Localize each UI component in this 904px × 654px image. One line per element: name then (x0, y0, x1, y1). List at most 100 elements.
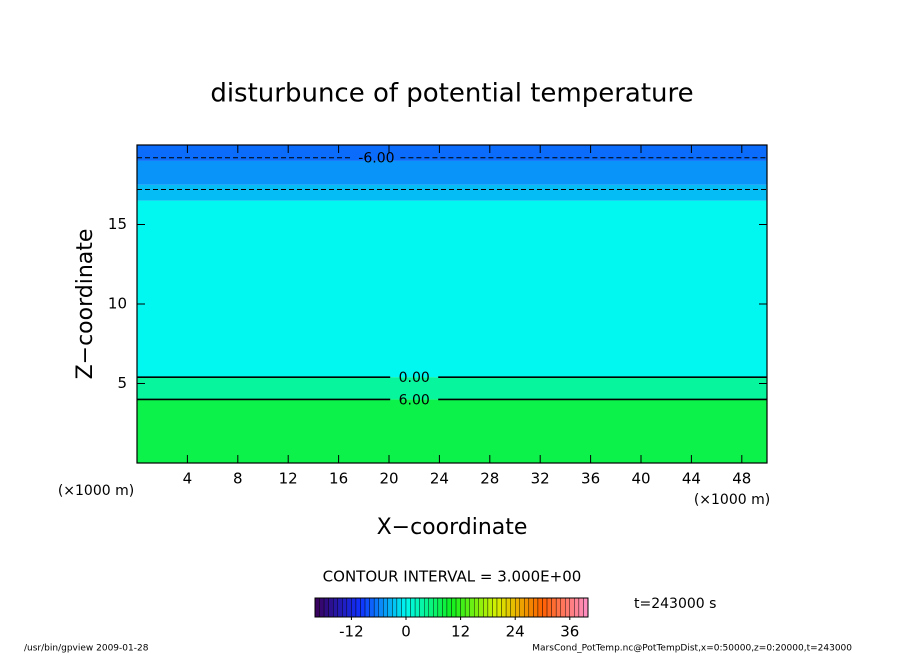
x-tick-label: 44 (682, 470, 701, 488)
colorbar-cell (442, 597, 448, 618)
x-tick-label: 4 (183, 470, 193, 488)
x-axis-label: X−coordinate (377, 515, 528, 540)
colorbar-cell (396, 597, 402, 618)
contour-label: 0.00 (399, 370, 430, 386)
colorbar-cell (342, 597, 348, 618)
colorbar-cell (387, 597, 393, 618)
colorbar-cell (537, 597, 543, 618)
colorbar-cell (419, 597, 425, 618)
colorbar-cell (428, 597, 434, 618)
colorbar-cell (578, 597, 584, 618)
colorbar-tick-label: -12 (339, 623, 364, 641)
colorbar-cell (574, 597, 580, 618)
colorbar-cell (446, 597, 452, 618)
colorbar-cell (478, 597, 484, 618)
contour-label: -6.00 (358, 151, 394, 167)
y-axis-label: Z−coordinate (73, 229, 98, 380)
contour-fill (137, 377, 767, 400)
colorbar-tick-label: 12 (451, 623, 470, 641)
colorbar-cell (519, 597, 525, 618)
y-tick-label: 10 (108, 295, 127, 313)
x-unit-label: (×1000 m) (58, 483, 134, 499)
colorbar-cell (424, 597, 429, 618)
colorbar-cell (414, 597, 420, 618)
x-tick-label: 20 (379, 470, 398, 488)
colorbar-cell (496, 597, 502, 618)
colorbar-cell (360, 597, 366, 618)
colorbar-cell (542, 597, 548, 618)
colorbar-cell (355, 597, 361, 618)
colorbar-cell (524, 597, 530, 618)
contour-fill (137, 160, 767, 185)
x-tick-label: 28 (480, 470, 499, 488)
colorbar-cell (328, 597, 334, 618)
colorbar-cell (401, 597, 407, 618)
x-tick-label: 12 (279, 470, 298, 488)
colorbar-cell (483, 597, 489, 618)
colorbar-cell (528, 597, 534, 618)
colorbar-cell (405, 597, 411, 618)
footer-left: /usr/bin/gpview 2009-01-28 (24, 644, 149, 654)
colorbar-cell (487, 597, 493, 618)
colorbar-cell (560, 597, 566, 618)
colorbar-cell (351, 597, 357, 618)
colorbar-tick-label: 24 (506, 623, 525, 641)
colorbar-cell (451, 597, 457, 618)
x-tick-label: 32 (531, 470, 550, 488)
colorbar-cell (460, 597, 466, 618)
x-tick-label: 16 (329, 470, 348, 488)
x-unit-label: (×1000 m) (694, 492, 770, 508)
colorbar-cell (492, 597, 498, 618)
colorbar-cell (510, 597, 516, 618)
colorbar-cell (551, 597, 557, 618)
colorbar-cell (314, 597, 320, 618)
colorbar-cell (583, 597, 589, 618)
colorbar-cell (515, 597, 520, 618)
colorbar-cell (346, 597, 352, 618)
footer-right: MarsCond_PotTemp.nc@PotTempDist,x=0:5000… (532, 644, 852, 654)
colorbar-cell (533, 597, 539, 618)
x-tick-label: 24 (430, 470, 449, 488)
x-tick-label: 8 (233, 470, 243, 488)
colorbar-cell (369, 597, 375, 618)
y-tick-label: 15 (108, 215, 127, 233)
colorbar-cell (455, 597, 461, 618)
x-tick-label: 36 (581, 470, 600, 488)
colorbar-cell (555, 597, 561, 618)
contour-fill (137, 184, 767, 201)
colorbar-cell (505, 597, 511, 618)
colorbar-cell (474, 597, 480, 618)
colorbar-cell (333, 597, 338, 618)
time-label: t=243000 s (634, 596, 716, 612)
colorbar-cell (364, 597, 370, 618)
colorbar-cell (501, 597, 507, 618)
colorbar-cell (546, 597, 552, 618)
contour-fill (137, 399, 767, 463)
y-tick-label: 5 (117, 374, 127, 392)
colorbar-tick-label: 36 (560, 623, 579, 641)
colorbar-cell (410, 597, 416, 618)
colorbar-cell (323, 597, 329, 618)
colorbar-cell (337, 597, 343, 618)
colorbar-cell (373, 597, 379, 618)
contour-fill (137, 145, 767, 161)
x-tick-label: 40 (631, 470, 650, 488)
chart-title: disturbunce of potential temperature (210, 79, 693, 109)
colorbar-cell (383, 597, 389, 618)
colorbar-cell (433, 597, 439, 618)
contour-label: 6.00 (399, 392, 430, 408)
x-tick-label: 48 (732, 470, 751, 488)
contour-interval: CONTOUR INTERVAL = 3.000E+00 (323, 568, 582, 586)
colorbar-cell (378, 597, 384, 618)
colorbar-cell (469, 597, 475, 618)
colorbar-cell (392, 597, 398, 618)
colorbar-cell (569, 597, 575, 618)
colorbar-cell (437, 597, 443, 618)
colorbar-cell (319, 597, 325, 618)
colorbar-frame (314, 597, 589, 618)
colorbar-tick-label: 0 (401, 623, 411, 641)
colorbar-cell (565, 597, 571, 618)
contour-fill (137, 200, 767, 378)
